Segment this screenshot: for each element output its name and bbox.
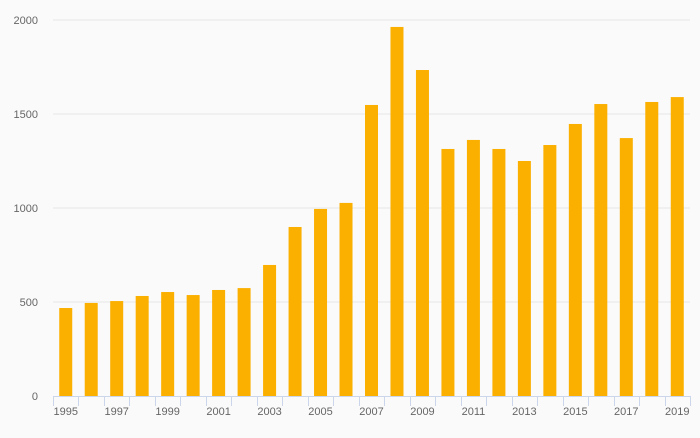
bar-1998 — [135, 295, 149, 396]
y-tick-label: 0 — [32, 391, 38, 403]
bar-1999 — [161, 292, 175, 396]
x-tick-label: 2001 — [206, 406, 230, 418]
bar-2011 — [466, 139, 480, 396]
bar-2019 — [670, 97, 684, 396]
x-tick-label: 1999 — [155, 406, 179, 418]
bar-2017 — [619, 138, 633, 396]
bar-2018 — [645, 101, 659, 396]
x-tick-label: 2005 — [308, 406, 332, 418]
x-tick-label: 2003 — [257, 406, 281, 418]
bar-2015 — [568, 123, 582, 397]
x-tick-label: 2013 — [512, 406, 536, 418]
bar-2005 — [314, 208, 328, 396]
x-tick-label: 1995 — [53, 406, 77, 418]
y-tick-label: 1500 — [14, 109, 38, 121]
bar-2013 — [517, 161, 531, 396]
bar-2001 — [212, 289, 226, 396]
bar-2009 — [415, 70, 429, 397]
bar-2000 — [186, 295, 200, 396]
x-tick-label: 2011 — [462, 406, 486, 418]
x-tick-label: 2009 — [410, 406, 434, 418]
bar-2010 — [441, 148, 455, 396]
x-tick-label: 2007 — [359, 406, 383, 418]
bar-2016 — [594, 104, 608, 396]
bar-2012 — [492, 148, 506, 396]
bar-1995 — [59, 308, 73, 396]
bar-2008 — [390, 26, 404, 397]
x-tick-label: 2017 — [614, 406, 638, 418]
bar-1997 — [110, 301, 124, 396]
x-tick-label: 2019 — [665, 406, 689, 418]
y-tick-label: 500 — [20, 297, 38, 309]
bar-1996 — [84, 302, 98, 396]
y-tick-label: 1000 — [14, 203, 38, 215]
bar-2014 — [543, 145, 557, 396]
y-tick-label: 2000 — [14, 15, 38, 27]
bar-2004 — [288, 226, 302, 396]
x-tick-label: 2015 — [563, 406, 587, 418]
bar-2003 — [263, 264, 277, 396]
x-tick-label: 1997 — [104, 406, 128, 418]
bar-2007 — [365, 104, 378, 396]
bar-2002 — [237, 288, 251, 396]
bar-2006 — [339, 202, 353, 396]
